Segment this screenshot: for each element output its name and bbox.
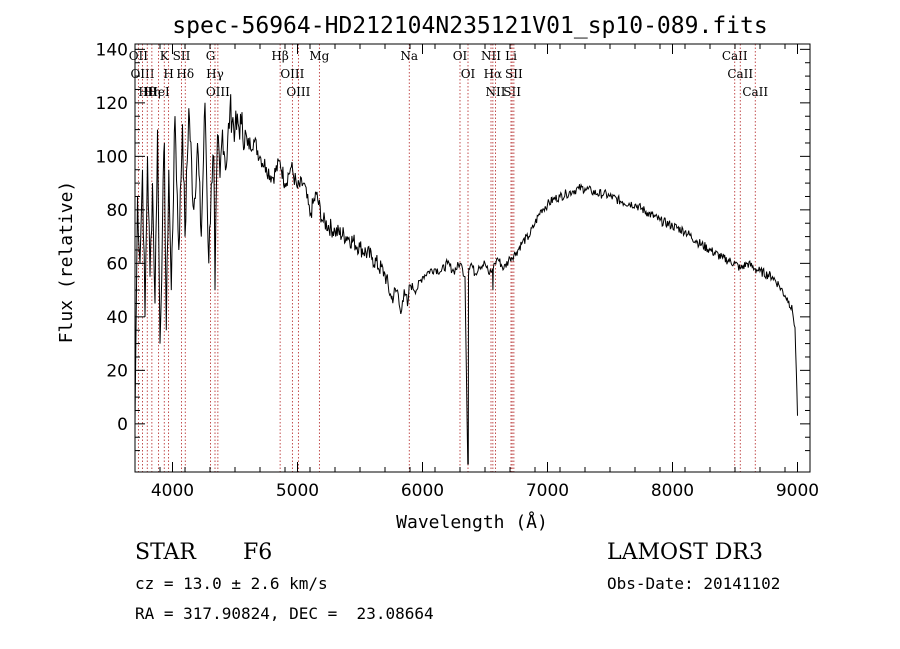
coordinates: RA = 317.90824, DEC = 23.08664 [135, 604, 434, 623]
x-tick-label: 5000 [276, 481, 319, 501]
y-tick-label: 0 [117, 415, 128, 435]
spectrum-series-line [134, 94, 798, 465]
spectral-line-label: CaII [742, 85, 768, 99]
plot-frame [134, 43, 811, 473]
survey-label: LAMOST DR3 [607, 540, 763, 565]
spectral-line-label: G [206, 49, 216, 63]
x-axis-label: Wavelength (Å) [396, 511, 548, 533]
spectral-line-label: Hθ [138, 85, 156, 99]
spectral-line-label: OIII [130, 67, 154, 81]
spectral-line-label: CaII [727, 67, 753, 81]
y-tick-label: 20 [106, 361, 128, 381]
spectral-lines-layer: OIIOIIIHθHηHeIKHSIIHδGHγOIIIHβOIIIOIIIMg… [129, 44, 768, 472]
spectral-line-label: HeI [147, 85, 170, 99]
spectral-line-label: NII [481, 49, 501, 63]
subclass-label: F6 [243, 540, 273, 565]
spectral-line-label: OIII [206, 85, 230, 99]
x-tick-label: 7000 [526, 481, 569, 501]
spectral-line-label: Hδ [176, 67, 194, 81]
x-tick-label: 8000 [651, 481, 694, 501]
spectral-line-label: H [163, 67, 173, 81]
spectral-line-label: Mg [309, 49, 329, 63]
y-tick-label: 100 [96, 147, 128, 167]
axis-ticks-layer: 4000 5000 6000 7000 8000 9000 0 20 40 60 80 100 120 1… [96, 40, 820, 501]
obs-date: Obs-Date: 20141102 [607, 574, 781, 593]
y-tick-label: 140 [96, 40, 128, 60]
spectral-line-label: OI [461, 67, 476, 81]
spectral-line-label: CaII [722, 49, 748, 63]
y-tick-label: 80 [106, 201, 128, 221]
spectral-line-label: Hγ [206, 67, 224, 81]
spectral-line-label: K [160, 49, 170, 63]
redshift-value: cz = 13.0 ± 2.6 km/s [135, 574, 328, 593]
y-axis-label: Flux (relative) [56, 181, 77, 344]
spectral-line-label: Na [400, 49, 418, 63]
x-tick-label: 6000 [401, 481, 444, 501]
spectral-line-label: SII [503, 85, 521, 99]
spectral-line-label: Hβ [271, 49, 288, 63]
spectral-line-label: Li [505, 49, 517, 63]
y-tick-label: 40 [106, 308, 128, 328]
spectral-line-label: OI [453, 49, 468, 63]
spectral-line-label: Hη [143, 85, 161, 99]
spectral-line-label: Hα [484, 67, 503, 81]
y-tick-label: 120 [96, 94, 128, 114]
spectral-line-label: SII [505, 67, 523, 81]
spectral-line-label: SII [173, 49, 191, 63]
chart-title: spec-56964-HD212104N235121V01_sp10-089.f… [172, 13, 767, 39]
spectral-line-label: NII [486, 85, 506, 99]
y-tick-label: 60 [106, 254, 128, 274]
spectral-line-label: OII [129, 49, 149, 63]
spectral-line-label: OIII [280, 67, 304, 81]
class-label: STAR [135, 540, 196, 565]
x-tick-label: 4000 [151, 481, 194, 501]
spectral-line-label: OIII [286, 85, 310, 99]
x-tick-label: 9000 [776, 481, 819, 501]
